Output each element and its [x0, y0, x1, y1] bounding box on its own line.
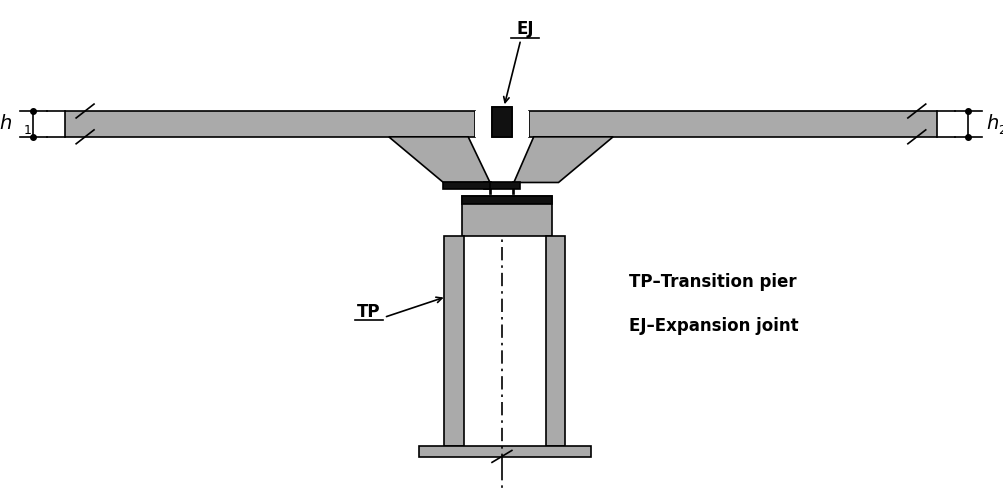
Polygon shape: [529, 111, 936, 137]
Polygon shape: [474, 111, 529, 137]
Polygon shape: [491, 111, 512, 194]
Text: TP: TP: [357, 303, 380, 320]
Polygon shape: [513, 183, 514, 194]
Text: 2: 2: [997, 124, 1003, 137]
Text: h: h: [985, 115, 998, 133]
Polygon shape: [483, 183, 520, 189]
Polygon shape: [444, 236, 463, 446]
Text: h: h: [0, 115, 12, 133]
Polygon shape: [418, 446, 591, 458]
Polygon shape: [461, 196, 551, 204]
Polygon shape: [388, 137, 489, 183]
Text: TP–Transition pier: TP–Transition pier: [628, 273, 795, 291]
Polygon shape: [461, 196, 551, 236]
Text: EJ: EJ: [516, 20, 533, 38]
Polygon shape: [491, 107, 512, 137]
Polygon shape: [491, 107, 512, 137]
Polygon shape: [443, 183, 489, 189]
Polygon shape: [545, 236, 565, 446]
Text: EJ–Expansion joint: EJ–Expansion joint: [628, 317, 797, 336]
Text: 1: 1: [23, 124, 31, 137]
Polygon shape: [489, 183, 490, 194]
Polygon shape: [514, 137, 613, 183]
Polygon shape: [65, 111, 474, 137]
